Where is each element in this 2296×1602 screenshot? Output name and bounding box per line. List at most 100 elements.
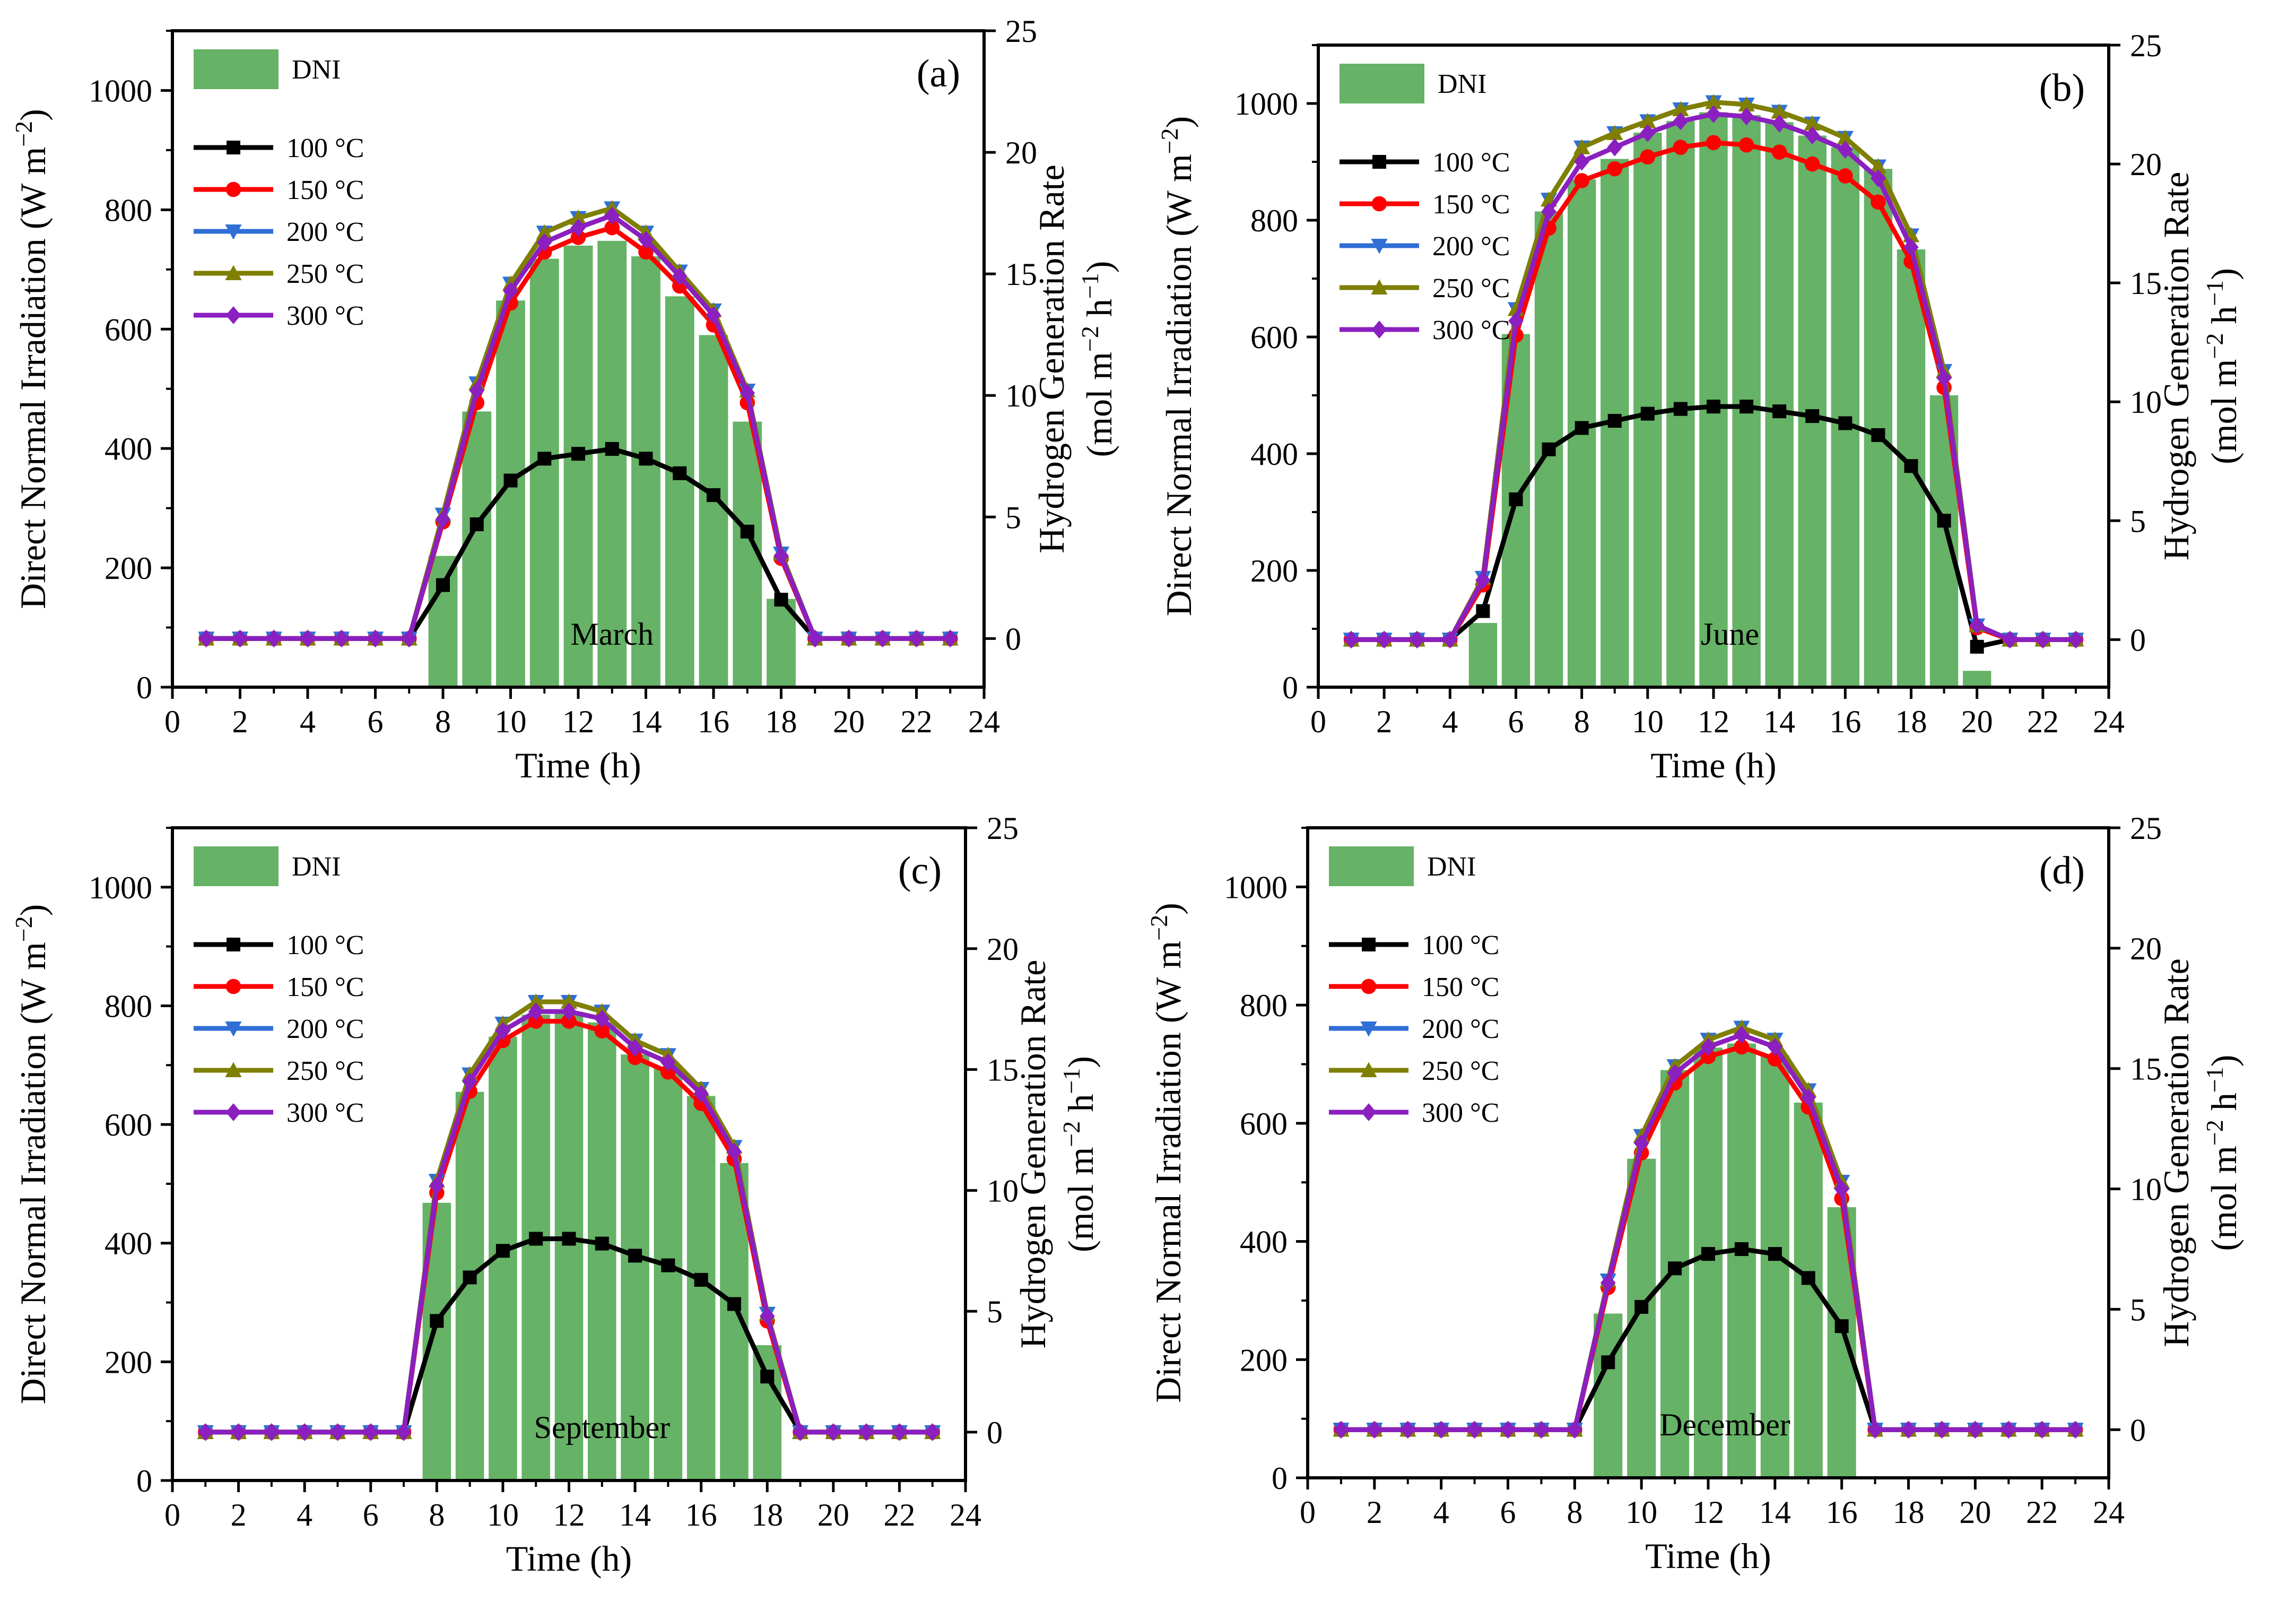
- dni-bar-15h: [654, 1068, 683, 1480]
- y-left-tick-label: 800: [1250, 203, 1298, 238]
- x-tick-label: 4: [300, 704, 316, 739]
- y-right-tick-label: 5: [2130, 504, 2146, 539]
- data-point-300-c-6h: [1508, 311, 1524, 330]
- y-left-tick-label: 0: [1272, 1461, 1288, 1496]
- y-right-tick-label: 20: [987, 932, 1019, 967]
- dni-bar-14h: [631, 256, 660, 687]
- data-point-300-c-2h: [231, 1423, 246, 1441]
- dni-bar-16h: [699, 335, 728, 687]
- dni-bar-20h: [1962, 671, 1991, 687]
- data-point-100-c-14h: [628, 1249, 642, 1263]
- data-point-300-c-18h: [1901, 1421, 1916, 1439]
- data-point-300-c-17h: [726, 1142, 742, 1161]
- data-point-300-c-4h: [297, 1423, 312, 1441]
- data-point-300-c-22h: [909, 629, 924, 648]
- data-point-100-c-15h: [661, 1258, 675, 1272]
- data-point-300-c-8h: [429, 1176, 445, 1195]
- data-point-150-c-13h: [594, 1023, 610, 1038]
- panel-b: 0 2 4 6 8 10 12 14 16 18 20 22 240200400600800100005…: [1156, 28, 2245, 785]
- y-left-tick-label: 600: [105, 1107, 152, 1142]
- data-point-300-c-20h: [1968, 1421, 1983, 1439]
- dni-bar-14h: [1760, 1055, 1789, 1478]
- data-point-250-c-14h: [1771, 103, 1788, 119]
- data-point-300-c-17h: [740, 384, 755, 402]
- legend-label-200-c: 200 °C: [286, 217, 364, 247]
- x-tick-label: 10: [487, 1497, 519, 1532]
- legend-label-250-c: 250 °C: [1432, 273, 1510, 304]
- data-point-300-c-12h: [570, 219, 586, 237]
- data-point-100-c-15h: [1801, 1271, 1815, 1285]
- legend-label-150-c: 150 °C: [286, 972, 364, 1002]
- x-tick-label: 18: [766, 704, 797, 739]
- data-point-100-c-13h: [1734, 1242, 1749, 1256]
- data-point-300-c-11h: [1673, 112, 1689, 131]
- data-point-300-c-1h: [197, 1423, 213, 1441]
- data-point-100-c-16h: [1838, 416, 1853, 430]
- y-right-tick-label: 25: [1005, 14, 1037, 49]
- y-left-axis-label: Direct Normal Irradiation (W m−2): [10, 109, 54, 609]
- legend-marker-300-c: [1361, 1103, 1377, 1121]
- legend: DNI 100 °C 150 °C 200 °C 250 °C 300 °C: [194, 49, 364, 331]
- legend-label-150-c: 150 °C: [1422, 972, 1499, 1002]
- data-point-300-c-9h: [462, 1072, 477, 1091]
- legend-label-100-c: 100 °C: [286, 133, 364, 163]
- data-point-300-c-10h: [495, 1021, 511, 1040]
- panel-label: (d): [2039, 849, 2085, 893]
- data-point-300-c-21h: [2001, 1421, 2016, 1439]
- data-point-300-c-9h: [469, 382, 485, 400]
- y-right-axis-label-line2: (mol m−2 h−1): [2201, 268, 2245, 464]
- data-point-300-c-23h: [2068, 630, 2084, 649]
- x-tick-label: 0: [1310, 704, 1326, 739]
- data-point-300-c-9h: [1607, 138, 1623, 157]
- data-point-100-c-9h: [469, 517, 484, 532]
- x-tick-label: 20: [817, 1497, 849, 1532]
- data-point-250-c-9h: [1606, 125, 1623, 140]
- data-point-300-c-14h: [627, 1038, 643, 1057]
- legend: DNI 100 °C 150 °C 200 °C 250 °C 300 °C: [1340, 64, 1510, 345]
- data-point-300-c-17h: [1871, 169, 1886, 187]
- legend-label-100-c: 100 °C: [286, 930, 364, 960]
- dni-bar-11h: [521, 1015, 550, 1480]
- x-tick-label: 22: [2026, 1495, 2058, 1530]
- data-point-300-c-10h: [503, 282, 518, 300]
- data-point-300-c-20h: [1969, 616, 1985, 635]
- data-point-300-c-4h: [1442, 630, 1458, 649]
- y-right-tick-label: 0: [987, 1415, 1003, 1450]
- data-point-300-c-3h: [1409, 630, 1425, 649]
- data-point-100-c-14h: [1772, 404, 1787, 419]
- legend-label-dni: DNI: [1438, 69, 1486, 99]
- dni-bar-15h: [665, 296, 694, 687]
- data-point-100-c-16h: [694, 1272, 708, 1287]
- data-point-300-c-14h: [1771, 114, 1787, 133]
- y-left-tick-label: 1000: [1224, 870, 1288, 905]
- x-tick-label: 4: [297, 1497, 312, 1532]
- legend-label-250-c: 250 °C: [286, 1056, 364, 1086]
- data-point-150-c-9h: [1607, 161, 1623, 177]
- data-point-250-c-13h: [1738, 96, 1755, 112]
- data-point-300-c-17h: [1867, 1421, 1883, 1439]
- data-point-100-c-16h: [707, 488, 720, 503]
- legend-marker-100-c: [227, 938, 240, 951]
- data-point-300-c-16h: [706, 306, 721, 324]
- data-point-100-c-17h: [740, 524, 754, 539]
- data-point-300-c-20h: [825, 1423, 841, 1441]
- y-left-tick-label: 200: [105, 1345, 152, 1380]
- data-point-150-c-14h: [638, 244, 654, 260]
- x-tick-label: 20: [1961, 704, 1993, 739]
- y-left-tick-label: 200: [1240, 1343, 1288, 1378]
- dni-bar-14h: [621, 1054, 649, 1480]
- data-point-100-c-15h: [1805, 409, 1820, 423]
- data-point-300-c-10h: [1640, 124, 1656, 142]
- data-point-150-c-11h: [528, 1014, 544, 1029]
- data-point-250-c-11h: [536, 224, 553, 240]
- data-point-100-c-10h: [1640, 406, 1655, 421]
- data-point-100-c-17h: [1871, 428, 1885, 442]
- legend-label-300-c: 300 °C: [1432, 315, 1510, 345]
- y-right-tick-label: 5: [1005, 500, 1021, 535]
- data-point-100-c-11h: [1668, 1261, 1682, 1276]
- x-tick-label: 10: [1625, 1495, 1657, 1530]
- y-left-tick-label: 400: [1250, 437, 1298, 472]
- legend-marker-200-c: [1371, 239, 1388, 254]
- data-point-300-c-12h: [1700, 1037, 1716, 1056]
- y-left-tick-label: 400: [1240, 1225, 1288, 1260]
